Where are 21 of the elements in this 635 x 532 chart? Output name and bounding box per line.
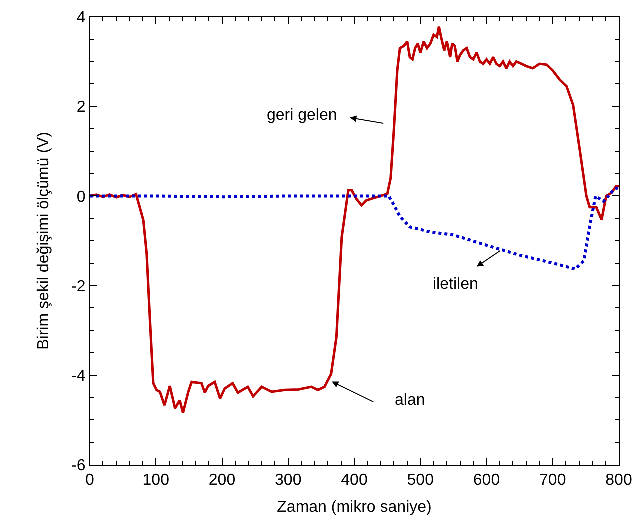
line-series (90, 26, 619, 414)
y-tick-label: 2 (76, 99, 86, 116)
x-tick-label: 800 (606, 472, 632, 490)
y-tick-label: -2 (72, 278, 86, 296)
y-tick-label: 0 (76, 188, 86, 206)
x-tick-label: 600 (473, 472, 500, 490)
y-axis-title: Birim şekil değişimi ölçümü (V) (35, 132, 52, 350)
y-tick-label: -6 (72, 458, 86, 475)
annotation: geri gelen (267, 107, 338, 124)
x-tick-label: 300 (275, 472, 302, 490)
y-tick-label: 4 (76, 10, 86, 27)
x-tick-label: 500 (407, 472, 434, 490)
x-axis-title: Zaman (mikro saniye) (277, 498, 432, 516)
x-tick-label: 100 (142, 472, 170, 490)
annotation: iletilen (433, 276, 478, 293)
x-tick-label: 200 (208, 472, 236, 490)
annotation: alan (395, 392, 426, 409)
x-tick-label: 400 (341, 472, 368, 490)
line-series (90, 186, 619, 271)
x-tick-label: 700 (540, 472, 566, 490)
y-tick-label: -4 (72, 368, 86, 385)
